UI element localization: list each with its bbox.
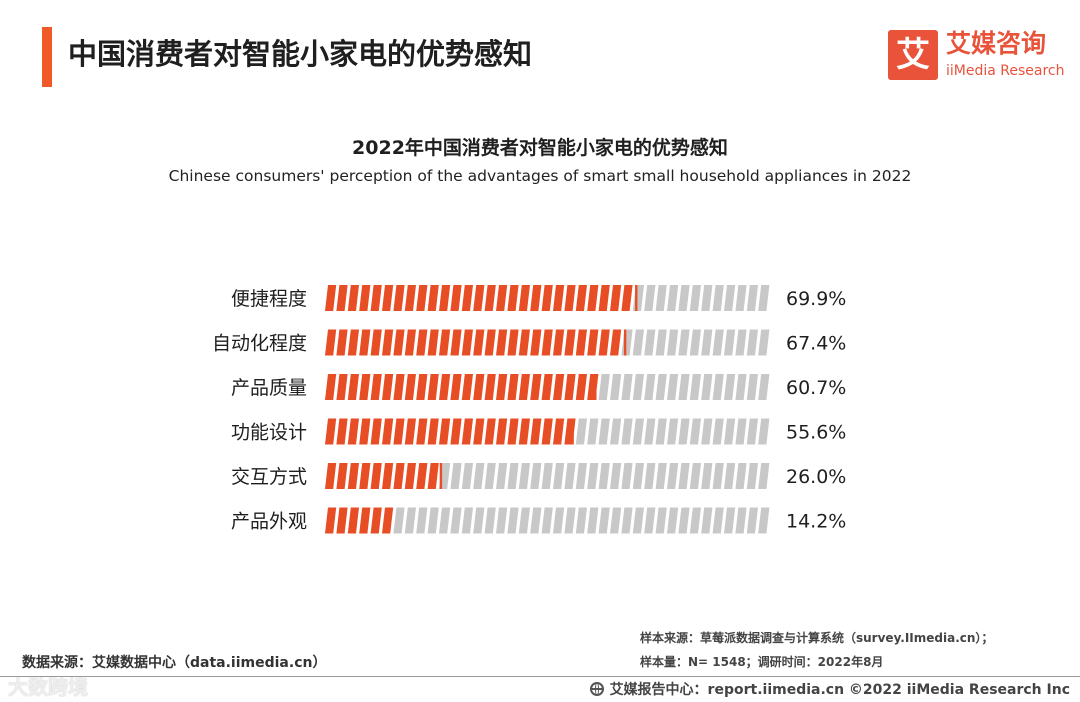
- value-label: 60.7%: [786, 377, 846, 399]
- bar-end-marker: [439, 463, 443, 489]
- bar-end-marker: [635, 285, 638, 311]
- category-label: 交互方式: [231, 466, 307, 488]
- value-label: 69.9%: [786, 288, 846, 310]
- bar: [325, 418, 770, 445]
- category-label: 自动化程度: [212, 333, 307, 355]
- bar: [325, 374, 770, 400]
- logo-name-cn: 艾媒咨询: [946, 29, 1047, 58]
- chart-subtitle: Chinese consumers' perception of the adv…: [168, 167, 912, 185]
- watermark: 大数跨境: [8, 675, 88, 699]
- category-label: 便捷程度: [231, 288, 307, 310]
- value-label: 26.0%: [786, 466, 846, 488]
- page-title: 中国消费者对智能小家电的优势感知: [68, 37, 533, 71]
- data-source: 数据来源：艾媒数据中心（data.iimedia.cn）: [22, 655, 327, 671]
- bar-end-marker: [387, 507, 390, 534]
- bar-end-marker: [571, 418, 574, 445]
- bar: [325, 507, 770, 534]
- value-label: 14.2%: [786, 511, 846, 533]
- bar: [325, 463, 770, 489]
- bar: [325, 285, 770, 311]
- bar: [325, 329, 770, 356]
- bar-end-marker: [623, 329, 627, 356]
- iimedia-logo: 艾 艾媒咨询 iiMedia Research: [888, 29, 1068, 82]
- value-label: 67.4%: [786, 333, 846, 355]
- sample-source: 样本来源：草莓派数据调查与计算系统（survey.IImedia.cn）；: [640, 631, 994, 645]
- chart-title: 2022年中国消费者对智能小家电的优势感知: [352, 137, 728, 159]
- category-label: 产品外观: [231, 511, 307, 533]
- logo-mark: 艾: [888, 30, 938, 80]
- category-label: 功能设计: [231, 422, 307, 444]
- value-label: 55.6%: [786, 422, 846, 444]
- globe-icon: [589, 682, 604, 696]
- title-accent-bar: [42, 27, 52, 87]
- logo-name-en: iiMedia Research: [946, 63, 1065, 79]
- footer-divider: [0, 676, 1080, 677]
- category-label: 产品质量: [231, 377, 307, 399]
- report-center-text: 艾媒报告中心：report.iimedia.cn ©2022 iiMedia R…: [609, 682, 1070, 698]
- report-center: 艾媒报告中心：report.iimedia.cn ©2022 iiMedia R…: [589, 679, 1070, 699]
- sample-info: 样本量：N= 1548；调研时间：2022年8月: [640, 655, 884, 669]
- bar-end-marker: [594, 374, 597, 400]
